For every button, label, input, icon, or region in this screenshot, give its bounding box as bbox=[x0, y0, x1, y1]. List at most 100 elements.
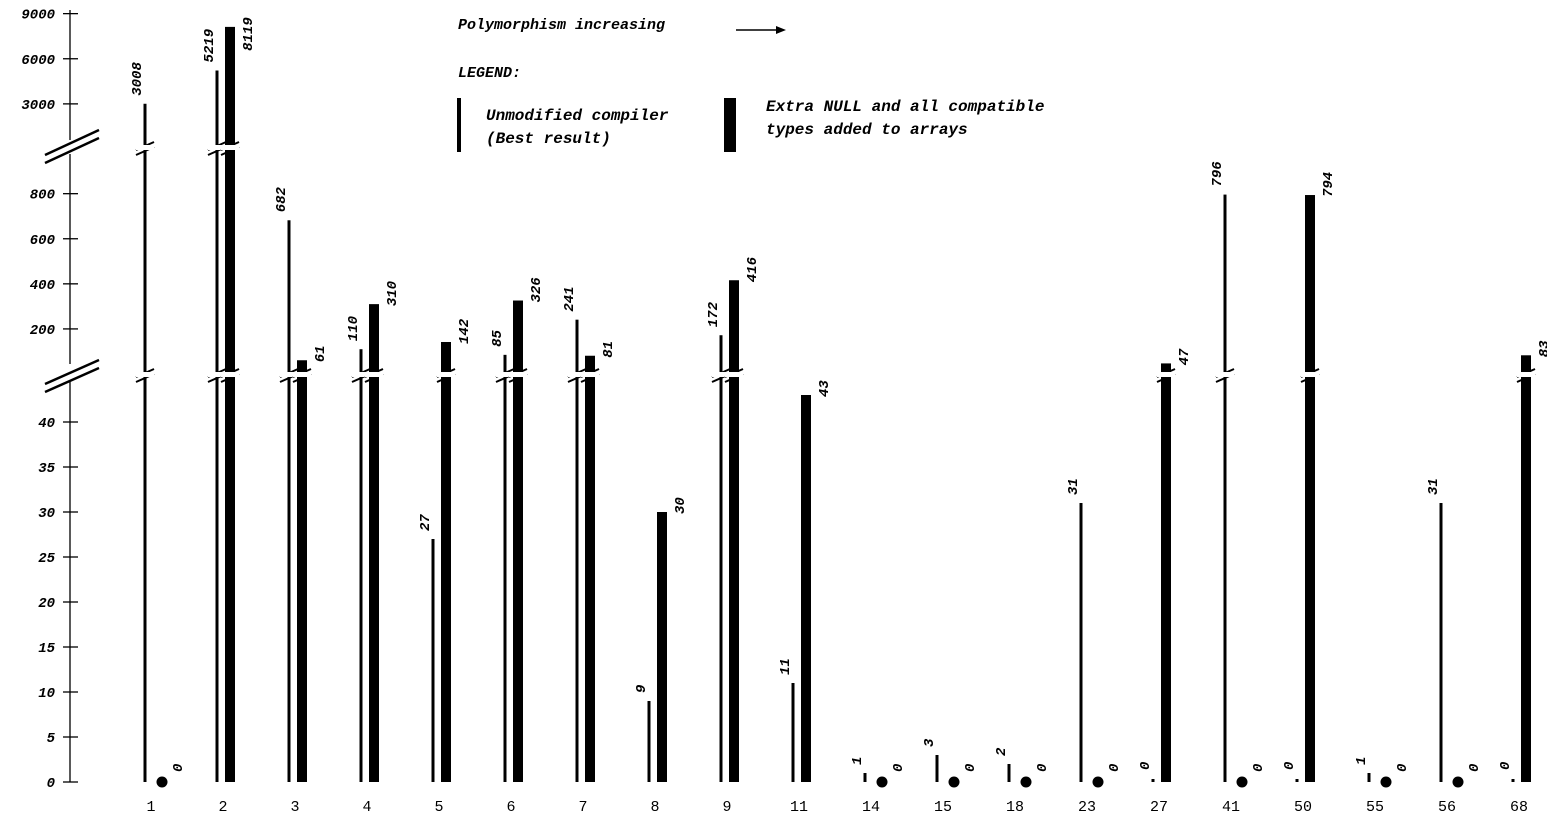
bar-break-gap bbox=[1301, 372, 1319, 377]
y-axis-break-mark bbox=[44, 128, 100, 157]
bar-label-thick: 47 bbox=[1177, 348, 1193, 365]
bar-thin-zero bbox=[1295, 779, 1299, 782]
bar-thick bbox=[1521, 355, 1531, 782]
bar-thick-zero-dot bbox=[156, 776, 168, 788]
bar-label-thick: 8119 bbox=[241, 17, 257, 51]
bar-label-thin: 9 bbox=[634, 685, 650, 693]
bar-break-gap bbox=[568, 372, 586, 377]
y-tick-label: 200 bbox=[30, 323, 55, 339]
bar-label-thick: 83 bbox=[1537, 340, 1547, 357]
bar-thick-zero-dot bbox=[948, 776, 960, 788]
y-tick-label: 6000 bbox=[21, 53, 55, 69]
bar-thick-zero-dot bbox=[1380, 776, 1392, 788]
x-tick-label: 7 bbox=[578, 799, 587, 816]
x-tick-label: 9 bbox=[722, 799, 731, 816]
bar-break-gap bbox=[496, 372, 514, 377]
bar-label-thick: 0 bbox=[1467, 764, 1483, 772]
bar-break-gap bbox=[221, 145, 239, 150]
bar-break-gap bbox=[352, 372, 370, 377]
bar-label-thick: 142 bbox=[457, 318, 473, 344]
bar-label-thin: 110 bbox=[346, 316, 362, 341]
y-tick-label: 800 bbox=[30, 188, 55, 204]
legend-item-thick-line1: Extra NULL and all compatible bbox=[766, 98, 1044, 116]
y-axis: 0 5 10 15 20 25 30 35 40 200 400 600 800 3000 6000 9000 bbox=[21, 8, 100, 792]
bar-label-thick: 416 bbox=[745, 256, 761, 282]
x-tick-label: 18 bbox=[1006, 799, 1024, 816]
y-axis-break-mark bbox=[44, 136, 100, 165]
y-tick-label: 15 bbox=[38, 641, 55, 657]
x-tick-label: 8 bbox=[650, 799, 659, 816]
bar-break-gap bbox=[293, 372, 311, 377]
bar-label-thick: 30 bbox=[673, 497, 689, 514]
bar-break-gap bbox=[712, 372, 730, 377]
bar-label-thin: 1 bbox=[850, 757, 866, 765]
bar-thick bbox=[441, 341, 451, 782]
bar-thick bbox=[729, 280, 739, 782]
bar-label-thin: 0 bbox=[1498, 762, 1514, 770]
bar-thick-zero-dot bbox=[1092, 776, 1104, 788]
y-axis-break-mark bbox=[44, 358, 100, 386]
bar-thin bbox=[431, 539, 435, 782]
bar-thick bbox=[1161, 363, 1171, 782]
bar-thin bbox=[1223, 194, 1227, 782]
bar-break-gap bbox=[221, 372, 239, 377]
bar-label-thick: 326 bbox=[529, 277, 545, 303]
legend-item-thick-line2: types added to arrays bbox=[766, 121, 968, 139]
y-tick-label: 400 bbox=[30, 278, 55, 294]
bar-thick bbox=[369, 304, 379, 782]
bar-label-thick: 0 bbox=[171, 764, 187, 772]
x-tick-label: 15 bbox=[934, 799, 952, 816]
x-tick-label: 5 bbox=[434, 799, 443, 816]
bar-break-gap bbox=[725, 372, 743, 377]
top-note: Polymorphism increasing bbox=[458, 17, 665, 34]
bar-break-gap bbox=[280, 372, 298, 377]
bar-label-thin: 5219 bbox=[202, 29, 218, 63]
bar-break-gap bbox=[136, 145, 154, 150]
bar-thin bbox=[1007, 764, 1011, 782]
x-tick-label: 50 bbox=[1294, 799, 1312, 816]
bar-thick-zero-dot bbox=[1236, 776, 1248, 788]
bar-break-gap bbox=[136, 372, 154, 377]
y-tick-label: 9000 bbox=[21, 8, 55, 24]
x-tick-label: 3 bbox=[290, 799, 299, 816]
y-tick-label: 35 bbox=[38, 461, 55, 477]
bar-label-thin: 31 bbox=[1426, 478, 1442, 495]
bar-thin bbox=[359, 349, 363, 782]
bar-thin bbox=[1079, 503, 1083, 782]
bar-label-thin: 241 bbox=[562, 286, 578, 311]
y-tick-label: 10 bbox=[38, 686, 55, 702]
bar-thick-zero-dot bbox=[1020, 776, 1032, 788]
bar-label-thin: 85 bbox=[490, 329, 506, 346]
y-tick-label: 600 bbox=[30, 233, 55, 249]
top-note-arrow-head bbox=[776, 26, 786, 34]
bar-label-thick: 81 bbox=[601, 341, 617, 358]
x-tick-label: 27 bbox=[1150, 799, 1168, 816]
y-tick-label: 0 bbox=[47, 776, 55, 792]
x-tick-label: 1 bbox=[146, 799, 155, 816]
bar-break-gap bbox=[1216, 372, 1234, 377]
bar-label-thick: 0 bbox=[891, 764, 907, 772]
bar-thick bbox=[297, 360, 307, 782]
x-tick-label: 56 bbox=[1438, 799, 1456, 816]
bar-label-thin: 682 bbox=[274, 186, 290, 212]
legend: Polymorphism increasing LEGEND: Unmodifi… bbox=[457, 17, 1044, 152]
bar-break-gap bbox=[208, 145, 226, 150]
bar-thin bbox=[1439, 503, 1443, 782]
x-tick-label: 2 bbox=[218, 799, 227, 816]
bar-break-gap bbox=[509, 372, 527, 377]
bar-break-gap bbox=[581, 372, 599, 377]
bar-label-thin: 172 bbox=[706, 301, 722, 327]
x-tick-label: 11 bbox=[790, 799, 808, 816]
bar-label-thick: 61 bbox=[313, 345, 329, 362]
bar-thick-zero-dot bbox=[876, 776, 888, 788]
bar-break-gap bbox=[1157, 372, 1175, 377]
bar-thick bbox=[1305, 195, 1315, 782]
y-tick-label: 25 bbox=[38, 551, 55, 567]
x-tick-label: 68 bbox=[1510, 799, 1528, 816]
bar-thick bbox=[513, 300, 523, 782]
bar-label-thin: 3 bbox=[922, 738, 938, 747]
bar-thin bbox=[791, 683, 795, 782]
y-tick-label: 30 bbox=[38, 506, 55, 522]
y-tick-label: 40 bbox=[38, 416, 55, 432]
